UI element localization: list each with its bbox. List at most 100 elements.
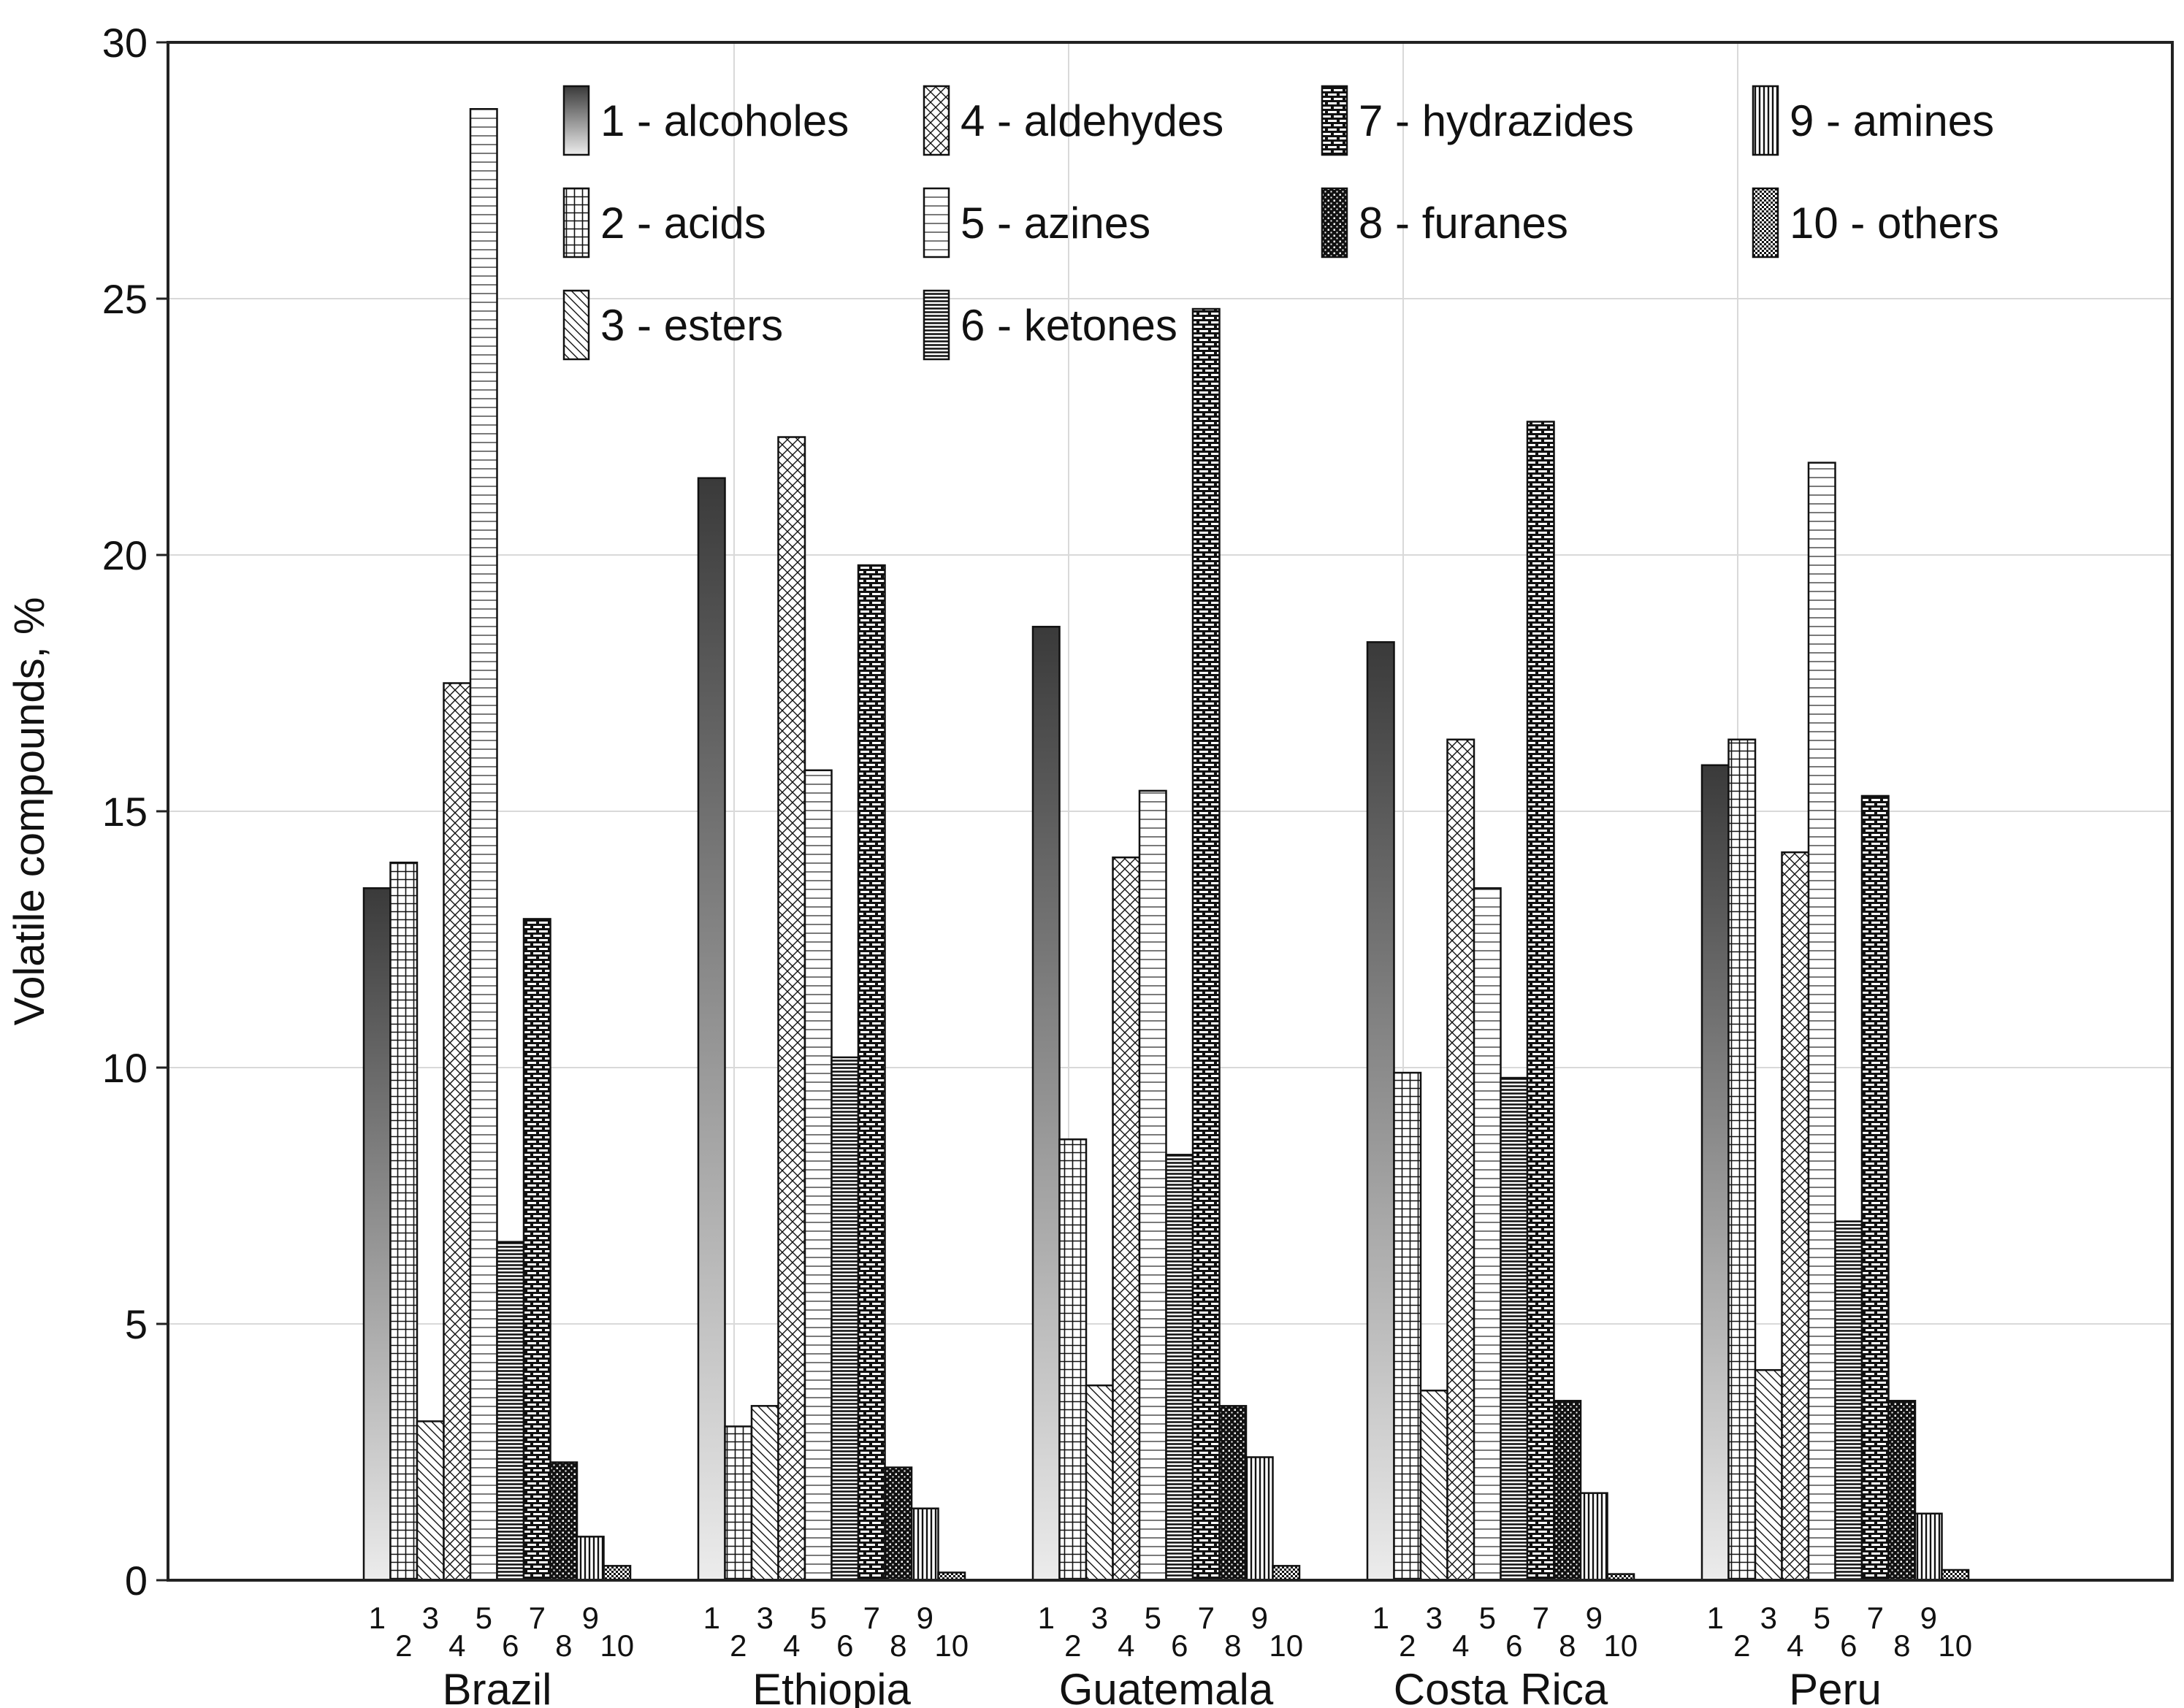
bar-brazil-7 (522, 918, 551, 1582)
bar-index-label: 1 (1038, 1601, 1055, 1635)
bar-index-label: 4 (783, 1628, 800, 1663)
legend-swatch-7 (1321, 85, 1348, 156)
bar-index-label: 7 (1532, 1601, 1549, 1635)
bar-guatemala-4 (1112, 856, 1141, 1582)
y-tick-label: 0 (125, 1558, 148, 1604)
bar-index-label: 9 (1920, 1601, 1937, 1635)
bar-guatemala-5 (1138, 789, 1167, 1582)
bar-guatemala-6 (1165, 1154, 1194, 1582)
y-tick-label: 30 (102, 20, 148, 66)
bar-index-label: 7 (529, 1601, 546, 1635)
legend-label: 6 - ketones (961, 301, 1177, 350)
legend-label: 4 - aldehydes (961, 96, 1223, 145)
legend-swatch-3 (562, 289, 590, 361)
y-tick-label: 5 (125, 1301, 148, 1347)
bar-costa-rica-4 (1446, 738, 1475, 1582)
bar-index-label: 4 (448, 1628, 465, 1663)
bar-index-label: 1 (1372, 1601, 1389, 1635)
category-label: Guatemala (1059, 1665, 1274, 1708)
category-label: Peru (1789, 1665, 1882, 1708)
bar-index-label: 1 (1707, 1601, 1724, 1635)
bar-ethiopia-5 (803, 769, 833, 1582)
bar-costa-rica-1 (1366, 641, 1395, 1582)
bar-index-label: 8 (1224, 1628, 1241, 1663)
bar-index-label: 7 (1198, 1601, 1215, 1635)
bar-index-label: 3 (1760, 1601, 1777, 1635)
bar-index-label: 1 (369, 1601, 386, 1635)
bar-index-label: 5 (1145, 1601, 1161, 1635)
bar-brazil-8 (549, 1461, 579, 1582)
bar-index-label: 6 (1505, 1628, 1522, 1663)
bar-index-label: 6 (836, 1628, 853, 1663)
bar-index-label: 7 (1867, 1601, 1884, 1635)
bar-index-label: 9 (582, 1601, 599, 1635)
bar-ethiopia-1 (697, 477, 726, 1582)
legend-swatch-2 (562, 187, 590, 259)
legend-swatch-10 (1752, 187, 1779, 259)
y-axis-ticks: 0 5 10 15 20 25 30 (102, 20, 168, 1604)
bar-brazil-10 (603, 1565, 632, 1582)
bar-index-label: 8 (1893, 1628, 1910, 1663)
bar-guatemala-10 (1272, 1565, 1301, 1582)
bar-brazil-4 (443, 682, 472, 1582)
bar-index-label: 10 (600, 1628, 634, 1663)
bar-index-label: 6 (1171, 1628, 1188, 1663)
legend-label: 7 - hydrazides (1359, 96, 1634, 145)
legend-swatch-5 (923, 187, 950, 259)
bar-index-label: 10 (1269, 1628, 1303, 1663)
bar-peru-1 (1700, 764, 1730, 1582)
bar-peru-8 (1887, 1400, 1917, 1582)
legend-swatch-6 (923, 289, 950, 361)
legend-label: 3 - esters (600, 301, 783, 350)
x-axis-labels: 12345678910Brazil12345678910Ethiopia1234… (369, 1601, 1973, 1708)
y-tick-label: 15 (102, 789, 148, 835)
category-label: Ethiopia (752, 1665, 911, 1708)
bar-peru-7 (1860, 794, 1890, 1582)
bar-guatemala-1 (1031, 626, 1061, 1582)
legend-label: 1 - alcoholes (600, 96, 849, 145)
bar-costa-rica-3 (1419, 1390, 1448, 1582)
bar-ethiopia-6 (831, 1056, 860, 1582)
bar-index-label: 5 (810, 1601, 827, 1635)
category-label: Costa Rica (1394, 1665, 1608, 1708)
legend-label: 8 - furanes (1359, 199, 1568, 248)
bar-index-label: 4 (1452, 1628, 1469, 1663)
bar-ethiopia-7 (857, 564, 886, 1582)
bar-peru-9 (1914, 1512, 1943, 1582)
legend: 1 - alcoholes 2 - acids 3 - esters 4 - alde… (562, 85, 1999, 361)
bar-index-label: 6 (1840, 1628, 1857, 1663)
bar-peru-10 (1941, 1569, 1970, 1582)
bar-peru-2 (1727, 738, 1757, 1582)
bar-index-label: 9 (917, 1601, 933, 1635)
bar-costa-rica-2 (1393, 1071, 1422, 1582)
bar-index-label: 8 (1559, 1628, 1576, 1663)
bar-guatemala-9 (1245, 1456, 1274, 1582)
bar-peru-3 (1754, 1368, 1783, 1582)
legend-swatch-9 (1752, 85, 1779, 156)
bar-index-label: 2 (1399, 1628, 1416, 1663)
bar-ethiopia-8 (884, 1466, 913, 1582)
bar-index-label: 10 (934, 1628, 969, 1663)
bar-index-label: 2 (730, 1628, 747, 1663)
bar-ethiopia-4 (777, 436, 806, 1582)
y-tick-label: 25 (102, 276, 148, 322)
bar-peru-5 (1807, 462, 1836, 1582)
bar-ethiopia-9 (910, 1507, 939, 1582)
legend-label: 9 - amines (1790, 96, 1994, 145)
legend-swatch-8 (1321, 187, 1348, 259)
bar-index-label: 9 (1251, 1601, 1268, 1635)
bar-ethiopia-3 (750, 1405, 779, 1582)
y-axis-title: Volatile compounds, % (6, 597, 53, 1026)
category-label: Brazil (442, 1665, 551, 1708)
bar-peru-6 (1834, 1220, 1863, 1582)
legend-label: 5 - azines (961, 199, 1150, 248)
bar-index-label: 10 (1603, 1628, 1638, 1663)
bar-costa-rica-8 (1553, 1400, 1582, 1582)
bar-index-label: 6 (502, 1628, 519, 1663)
bar-guatemala-2 (1058, 1138, 1088, 1582)
bar-brazil-5 (469, 108, 498, 1582)
bar-index-label: 1 (703, 1601, 720, 1635)
bar-guatemala-7 (1191, 307, 1221, 1582)
bar-index-label: 9 (1586, 1601, 1603, 1635)
